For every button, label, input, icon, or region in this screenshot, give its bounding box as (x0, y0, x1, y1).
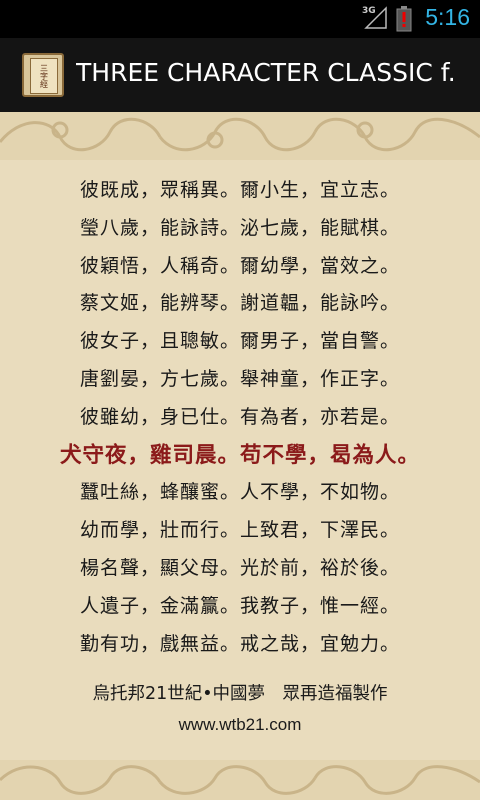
footer-url[interactable]: www.wtb21.com (178, 715, 302, 734)
content-area[interactable]: 彼既成，眾稱異。爾小生，宜立志。 瑩八歲，能詠詩。泌七歲，能賦棋。 彼穎悟，人稱… (0, 112, 480, 800)
footer-credit: 烏托邦21世紀•中國夢 眾再造福製作 (92, 684, 388, 704)
app-icon-label: 三字經 (39, 64, 49, 88)
app-icon[interactable]: 三字經 (22, 53, 64, 97)
cloud-pattern-top (0, 112, 480, 160)
status-time: 5:16 (425, 4, 470, 30)
verse-line: 彼女子，且聰敏。爾男子，當自警。 (79, 330, 400, 353)
verse-line: 彼既成，眾稱異。爾小生，宜立志。 (79, 179, 400, 201)
verse-line: 楊名聲，顯父母。光於前，裕於後。 (79, 556, 400, 579)
verse-line: 彼雖幼，身已仕。有為者，亦若是。 (79, 405, 400, 428)
network-type-label: 3G (362, 6, 376, 16)
app-title: THREE CHARACTER CLASSIC f. (76, 58, 456, 87)
verse-line: 人遺子，金滿籯。我教子，惟一經。 (79, 594, 400, 617)
verse-line: 蠶吐絲，蜂釀蜜。人不學，不如物。 (79, 481, 400, 504)
signal-icon (364, 6, 387, 29)
action-bar: 三字經 THREE CHARACTER CLASSIC f. (0, 38, 480, 114)
verse-line: 唐劉晏，方七歲。舉神童，作正字。 (79, 367, 400, 390)
verse-list: 彼既成，眾稱異。爾小生，宜立志。 瑩八歲，能詠詩。泌七歲，能賦棋。 彼穎悟，人稱… (0, 172, 480, 663)
verse-line: 彼穎悟，人稱奇。爾幼學，當效之。 (79, 254, 400, 277)
status-bar: 3G 5:16 (0, 0, 480, 38)
battery-alert-icon (396, 6, 412, 32)
verse-line: 幼而學，壯而行。上致君，下澤民。 (79, 519, 400, 542)
verse-line: 蔡文姬，能辨琴。謝道韞，能詠吟。 (79, 292, 400, 315)
verse-line: 瑩八歲，能詠詩。泌七歲，能賦棋。 (79, 216, 400, 239)
app-icon-text: 三字經 (30, 58, 58, 94)
verse-line-highlighted: 犬守夜，雞司晨。苟不學，曷為人。 (59, 442, 420, 468)
verse-line: 勤有功，戲無益。戒之哉，宜勉力。 (79, 632, 400, 655)
cloud-pattern-bottom (0, 760, 480, 800)
